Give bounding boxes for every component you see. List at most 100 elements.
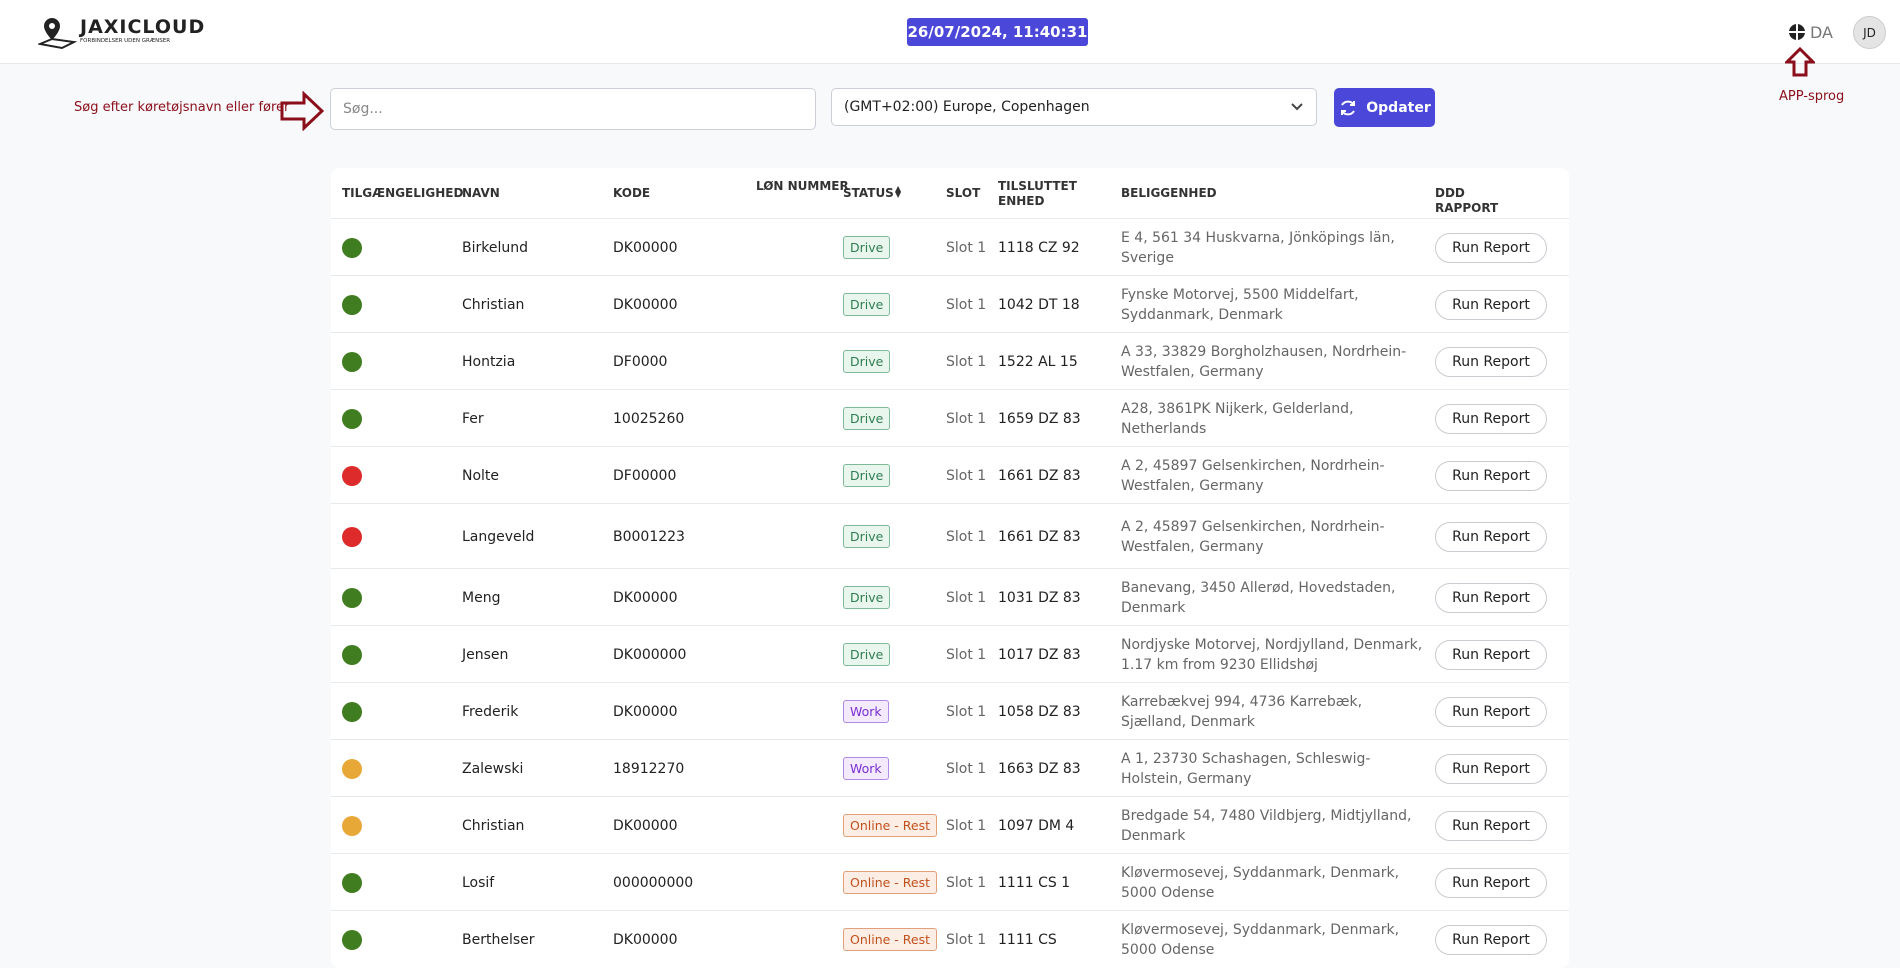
search-input[interactable]: Søg... [330, 88, 816, 130]
slot: Slot 1 [946, 353, 987, 370]
status-badge: Online - Rest [843, 813, 938, 837]
column-header: NAVN [462, 186, 500, 200]
slot: Slot 1 [946, 874, 987, 891]
location: Kløvermosevej, Syddanmark, Denmark, 5000… [1121, 864, 1400, 901]
availability-dot [342, 408, 362, 429]
run-report-button[interactable]: Run Report [1435, 403, 1547, 434]
availability-dot [342, 644, 362, 665]
unit: 1017 DZ 83 [998, 646, 1081, 663]
status-badge: Drive [843, 585, 891, 609]
slot: Slot 1 [946, 528, 987, 545]
code: B0001223 [613, 528, 685, 545]
status-badge: Work [843, 699, 889, 723]
refresh-label: Opdater [1366, 99, 1431, 116]
run-report-button[interactable]: Run Report [1435, 346, 1547, 377]
table-row: Birkelund DK00000 Drive Slot 1 1118 CZ 92 E 4… [331, 218, 1569, 276]
name: Zalewski [462, 760, 524, 777]
location: Fynske Motorvej, 5500 Middelfart, Syddan… [1121, 286, 1359, 323]
location: Bredgade 54, 7480 Vildbjerg, Midtjylland… [1121, 807, 1412, 844]
slot: Slot 1 [946, 817, 987, 834]
table-row: Frederik DK00000 Work Slot 1 1058 DZ 83 Karre… [331, 682, 1569, 740]
availability-dot [342, 294, 362, 315]
slot: Slot 1 [946, 410, 987, 427]
availability-dot [342, 465, 362, 486]
column-header: DDD RAPPORT [1435, 186, 1499, 215]
avatar[interactable]: JD [1853, 16, 1886, 49]
status-wrap: Drive [843, 463, 891, 487]
refresh-button[interactable]: Opdater [1334, 88, 1435, 127]
status-wrap: Work [843, 756, 889, 780]
table-row: Berthelser DK00000 Online - Rest Slot 1 1111… [331, 910, 1569, 968]
status-wrap: Drive [843, 642, 891, 666]
run-report-button[interactable]: Run Report [1435, 289, 1547, 320]
code: 18912270 [613, 760, 685, 777]
column-header: BELIGGENHED [1121, 186, 1217, 200]
run-report-button[interactable]: Run Report [1435, 696, 1547, 727]
code: DK00000 [613, 589, 678, 606]
refresh-icon [1341, 100, 1356, 115]
table-row: Zalewski 18912270 Work Slot 1 1663 DZ 83 A 1,… [331, 739, 1569, 797]
code: DK00000 [613, 239, 678, 256]
unit: 1522 AL 15 [998, 353, 1078, 370]
status-wrap: Online - Rest [843, 870, 938, 894]
name: Hontzia [462, 353, 516, 370]
unit: 1661 DZ 83 [998, 528, 1081, 545]
sort-icon: ▲ ▼ [895, 184, 902, 199]
run-report-button[interactable]: Run Report [1435, 810, 1547, 841]
column-header: STATUS [843, 186, 894, 200]
status-badge: Drive [843, 235, 891, 259]
code: DK00000 [613, 296, 678, 313]
header: JAXICLOUD FORBINDELSER UDEN GRÆNSER 26/0… [0, 0, 1900, 64]
slot: Slot 1 [946, 646, 987, 663]
chevron [1291, 103, 1303, 111]
status-wrap: Drive [843, 524, 891, 548]
run-report-button[interactable]: Run Report [1435, 460, 1547, 491]
language[interactable]: DA [1810, 23, 1833, 42]
unit: 1111 CS 1 [998, 874, 1071, 891]
location: A 1, 23730 Schashagen, Schleswig-Holstei… [1121, 750, 1371, 787]
location: A 2, 45897 Gelsenkirchen, Nordrhein-West… [1121, 518, 1385, 555]
column-header: SLOT [946, 186, 981, 200]
code: DF0000 [613, 353, 668, 370]
run-report-button[interactable]: Run Report [1435, 639, 1547, 670]
availability-dot [342, 701, 362, 722]
status-badge: Online - Rest [843, 927, 938, 951]
code: 000000000 [613, 874, 694, 891]
name: Frederik [462, 703, 519, 720]
run-report-button[interactable]: Run Report [1435, 582, 1547, 613]
name: Christian [462, 296, 525, 313]
availability-dot [342, 351, 362, 372]
table-row: Christian DK00000 Drive Slot 1 1042 DT 18 Fyn… [331, 275, 1569, 333]
logo-subtitle: FORBINDELSER UDEN GRÆNSER [80, 38, 171, 44]
logo-icon [38, 18, 78, 50]
unit: 1661 DZ 83 [998, 467, 1081, 484]
column-header: LØN NUMMER [756, 179, 849, 193]
language-icon[interactable] [1787, 22, 1807, 42]
slot: Slot 1 [946, 760, 987, 777]
status-badge: Online - Rest [843, 870, 938, 894]
language-annotation: APP-sprog [1779, 89, 1845, 104]
location: A 2, 45897 Gelsenkirchen, Nordrhein-West… [1121, 457, 1385, 494]
name: Nolte [462, 467, 500, 484]
status-wrap: Drive [843, 235, 891, 259]
run-report-button[interactable]: Run Report [1435, 753, 1547, 784]
run-report-button[interactable]: Run Report [1435, 867, 1547, 898]
timezone-select[interactable]: (GMT+02:00) Europe, Copenhagen [831, 88, 1317, 126]
location: Karrebækvej 994, 4736 Karrebæk, Sjælland… [1121, 693, 1363, 730]
table-row: Meng DK00000 Drive Slot 1 1031 DZ 83 Banevang… [331, 568, 1569, 626]
run-report-button[interactable]: Run Report [1435, 232, 1547, 263]
table-row: Christian DK00000 Online - Rest Slot 1 1097 … [331, 796, 1569, 854]
availability-dot [342, 758, 362, 779]
column-header: TILSLUTTET ENHED [998, 179, 1077, 208]
code: DF00000 [613, 467, 677, 484]
status-wrap: Online - Rest [843, 813, 938, 837]
unit: 1058 DZ 83 [998, 703, 1081, 720]
status-wrap: Drive [843, 585, 891, 609]
slot: Slot 1 [946, 703, 987, 720]
table-row: Langeveld B0001223 Drive Slot 1 1661 DZ 83 A … [331, 503, 1569, 569]
slot: Slot 1 [946, 589, 987, 606]
unit: 1659 DZ 83 [998, 410, 1081, 427]
status-badge: Drive [843, 349, 891, 373]
location: A 33, 33829 Borgholzhausen, Nordrhein-We… [1121, 343, 1407, 380]
run-report-button[interactable]: Run Report [1435, 521, 1547, 552]
